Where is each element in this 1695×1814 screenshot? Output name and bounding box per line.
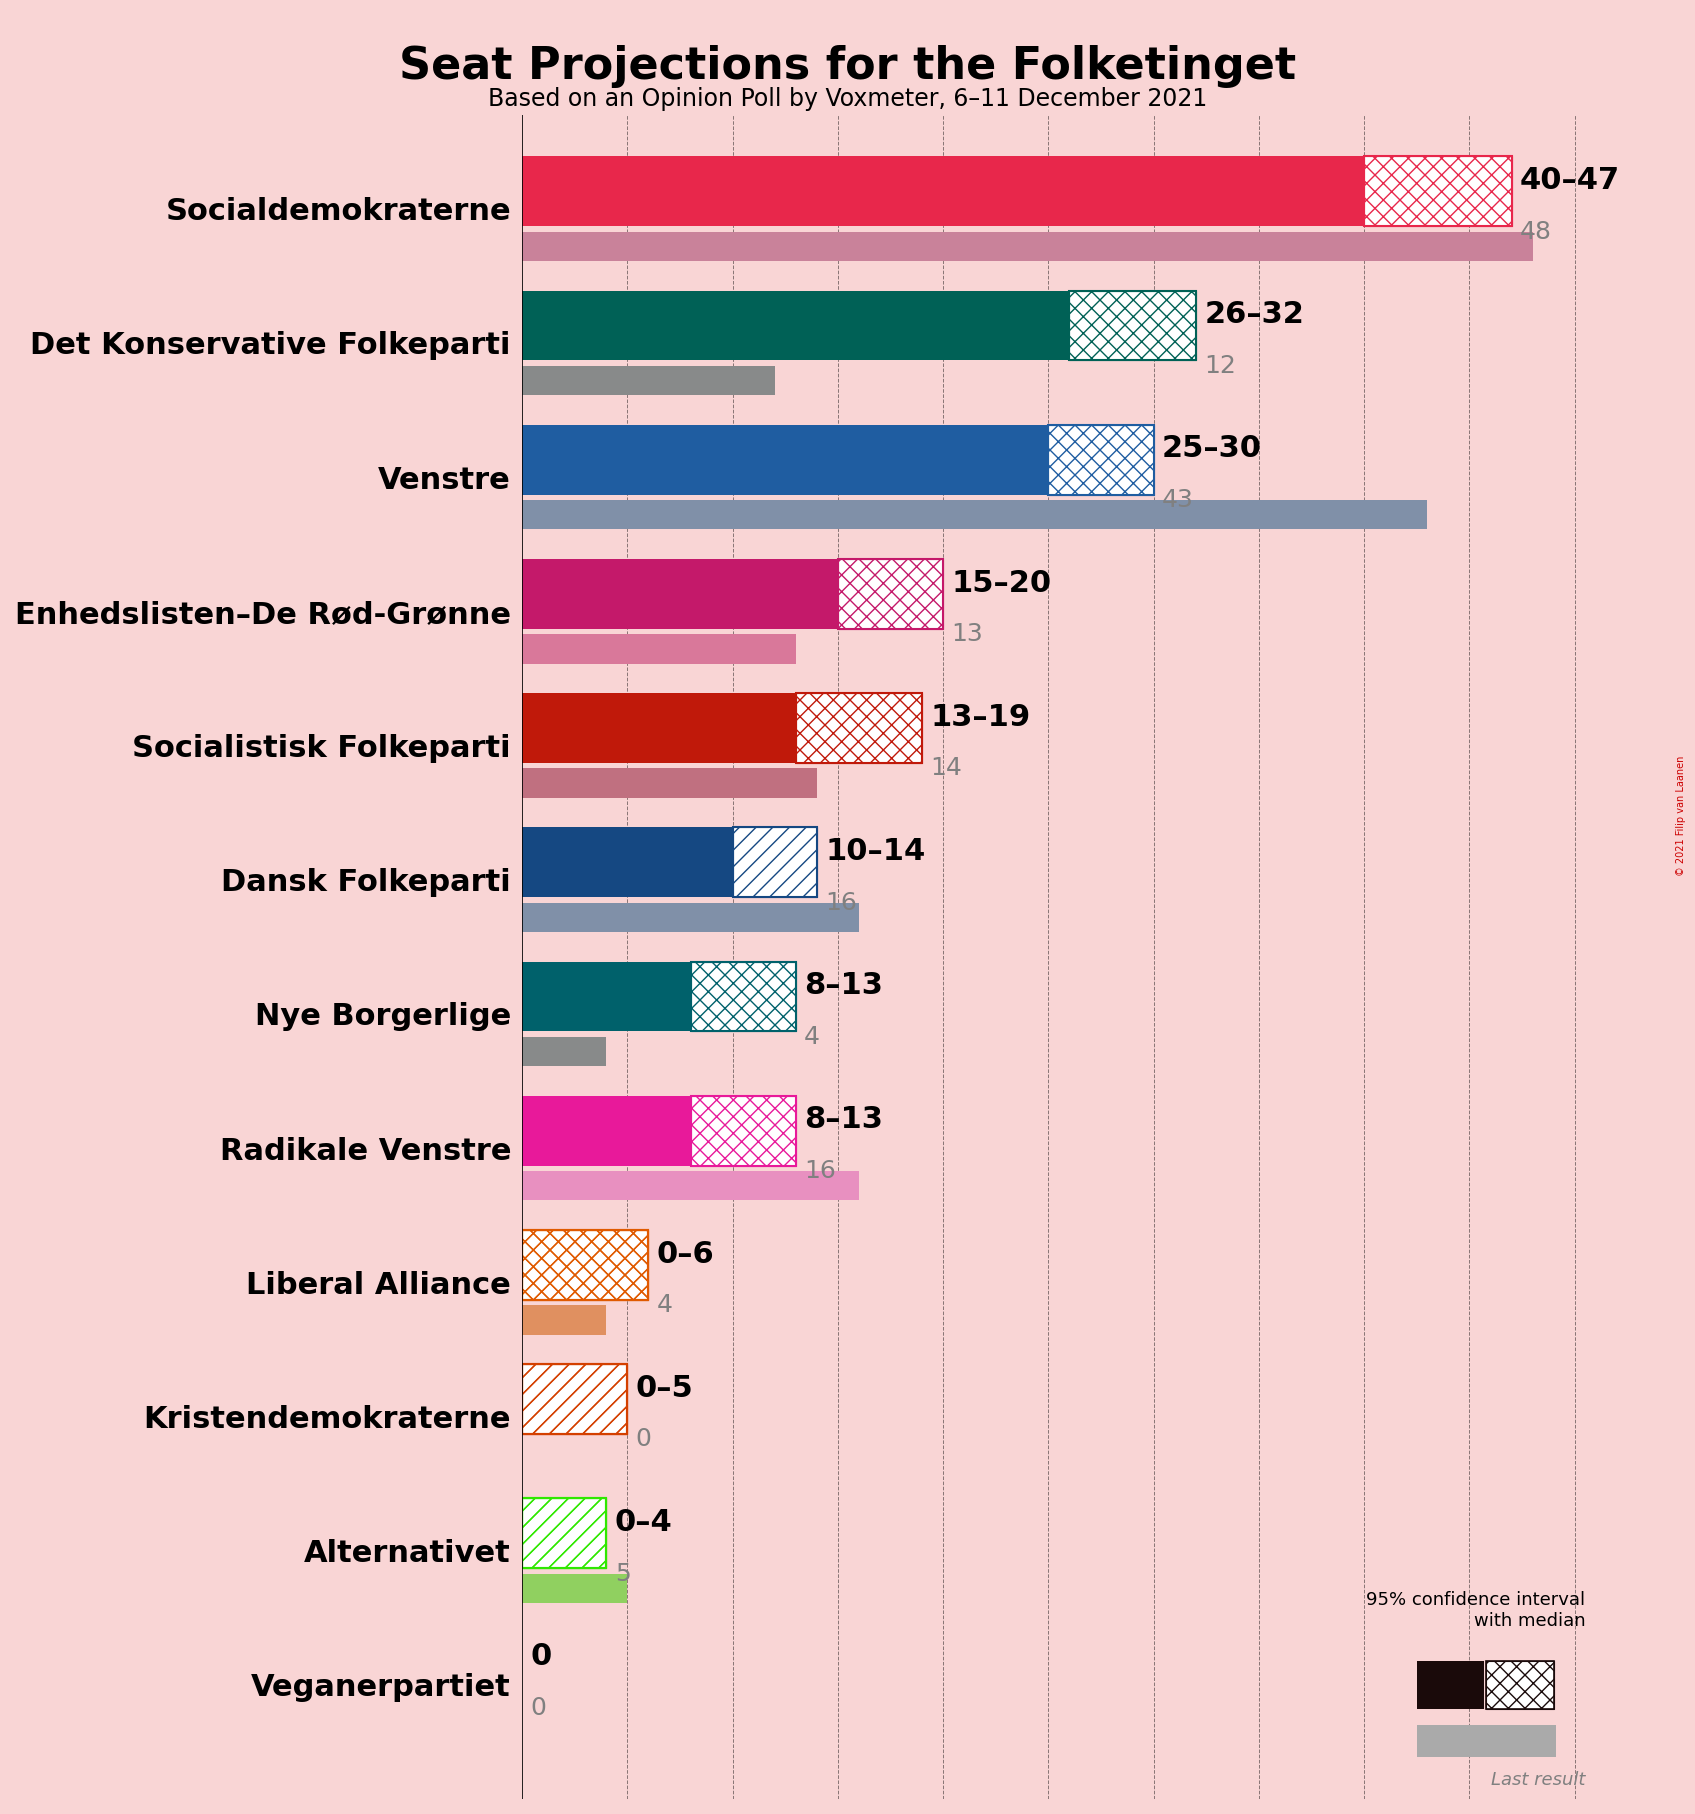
Bar	[690, 961, 795, 1032]
Bar	[690, 1096, 795, 1166]
Bar	[522, 1364, 627, 1435]
Bar	[1364, 156, 1512, 227]
Text: 16: 16	[825, 891, 858, 914]
Text: 95% confidence interval
with median: 95% confidence interval with median	[1366, 1591, 1585, 1629]
Bar	[522, 1230, 649, 1301]
Text: 10–14: 10–14	[825, 836, 925, 865]
Bar	[522, 1230, 649, 1301]
Bar	[1049, 424, 1154, 495]
Text: 8–13: 8–13	[803, 970, 883, 1000]
Bar	[1487, 1662, 1554, 1709]
Text: 5: 5	[615, 1562, 631, 1585]
Bar	[522, 1230, 649, 1301]
Text: 0: 0	[531, 1642, 553, 1671]
Text: 13–19: 13–19	[931, 702, 1031, 731]
Bar	[522, 961, 690, 1032]
Bar	[837, 559, 942, 629]
Bar	[1364, 156, 1512, 227]
Text: 48: 48	[1520, 219, 1553, 243]
Bar	[1070, 290, 1195, 361]
Bar	[522, 635, 795, 664]
Bar	[1049, 424, 1154, 495]
Bar	[522, 1230, 649, 1301]
Text: 4: 4	[658, 1293, 673, 1317]
Bar	[1417, 1662, 1485, 1709]
Bar	[522, 1364, 627, 1435]
Bar	[795, 693, 922, 764]
Bar	[1364, 156, 1512, 227]
Bar	[690, 961, 795, 1032]
Text: 26–32: 26–32	[1203, 301, 1303, 328]
Bar	[522, 290, 1070, 361]
Bar	[732, 827, 817, 898]
Bar	[522, 903, 859, 932]
Bar	[690, 1096, 795, 1166]
Bar	[522, 156, 1364, 227]
Bar	[522, 1230, 649, 1301]
Bar	[837, 559, 942, 629]
Bar	[522, 232, 1532, 261]
Text: 15–20: 15–20	[951, 568, 1051, 597]
Bar	[522, 1573, 627, 1604]
Bar	[522, 1498, 607, 1567]
Bar	[522, 424, 1049, 495]
Text: 0–5: 0–5	[636, 1373, 693, 1402]
Bar	[1070, 290, 1195, 361]
Bar	[522, 769, 817, 798]
Text: 0: 0	[636, 1428, 651, 1451]
Bar	[522, 1170, 859, 1201]
Bar	[522, 1096, 690, 1166]
Text: 14: 14	[931, 756, 963, 780]
Text: Last result: Last result	[1492, 1770, 1585, 1789]
Bar	[522, 1498, 607, 1567]
Text: © 2021 Filip van Laanen: © 2021 Filip van Laanen	[1676, 756, 1687, 876]
Bar	[522, 501, 1427, 530]
Bar	[1049, 424, 1154, 495]
Text: 8–13: 8–13	[803, 1105, 883, 1134]
Text: Based on an Opinion Poll by Voxmeter, 6–11 December 2021: Based on an Opinion Poll by Voxmeter, 6–…	[488, 87, 1207, 111]
Bar	[522, 559, 837, 629]
Text: 25–30: 25–30	[1163, 434, 1263, 463]
Bar	[690, 1096, 795, 1166]
Text: 43: 43	[1163, 488, 1193, 512]
Bar	[732, 827, 817, 898]
Bar	[522, 1364, 627, 1435]
Bar	[522, 1498, 607, 1567]
Text: 0–4: 0–4	[615, 1507, 673, 1536]
Bar	[522, 1230, 649, 1301]
Bar	[522, 1498, 607, 1567]
Bar	[522, 1498, 607, 1567]
Bar	[522, 827, 732, 898]
Bar	[1417, 1725, 1556, 1758]
Bar	[1487, 1662, 1554, 1709]
Bar	[522, 1364, 627, 1435]
Text: 13: 13	[951, 622, 983, 646]
Bar	[522, 1038, 607, 1067]
Text: Seat Projections for the Folketinget: Seat Projections for the Folketinget	[398, 45, 1297, 89]
Bar	[522, 1498, 607, 1567]
Bar	[1070, 290, 1195, 361]
Bar	[690, 961, 795, 1032]
Bar	[795, 693, 922, 764]
Bar	[522, 1304, 607, 1335]
Bar	[795, 693, 922, 764]
Text: 4: 4	[803, 1025, 820, 1048]
Bar	[837, 559, 942, 629]
Text: 0: 0	[531, 1696, 546, 1720]
Text: 0–6: 0–6	[658, 1239, 715, 1268]
Bar	[522, 1364, 627, 1435]
Text: 40–47: 40–47	[1520, 167, 1620, 196]
Bar	[522, 693, 795, 764]
Text: 16: 16	[803, 1159, 836, 1183]
Bar	[522, 1364, 627, 1435]
Text: 12: 12	[1203, 354, 1236, 377]
Bar	[732, 827, 817, 898]
Bar	[522, 366, 775, 395]
